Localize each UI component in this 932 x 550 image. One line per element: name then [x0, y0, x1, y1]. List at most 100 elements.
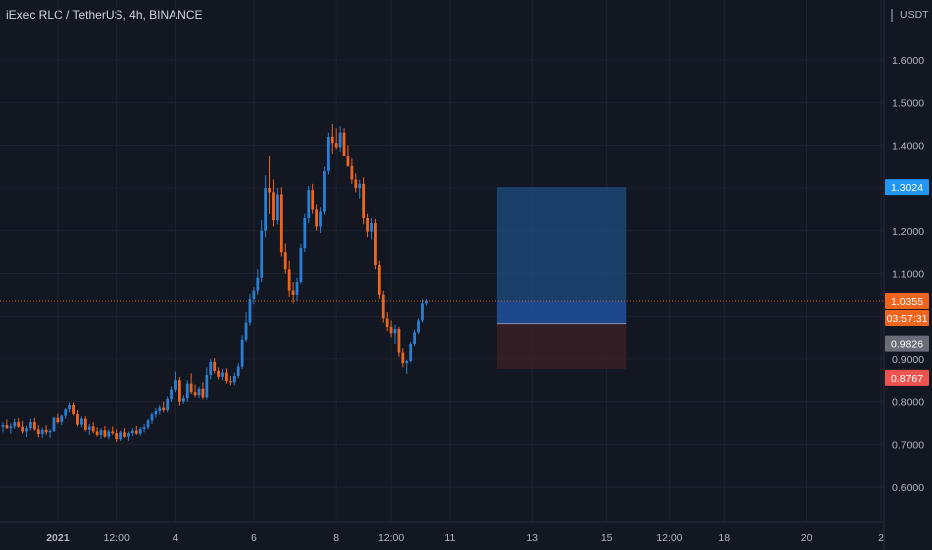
candle-bear [201, 388, 205, 398]
candle-bull [405, 361, 409, 364]
candle-bull [48, 431, 52, 433]
candle-bull [338, 132, 342, 148]
time-tick-label: 12:00 [656, 532, 682, 544]
time-tick-label: 12:00 [104, 532, 130, 544]
candle-bear [346, 156, 350, 166]
candle-bull [9, 426, 13, 429]
price-tag-entry: 0.9826 [885, 335, 929, 352]
chart-title: iExec RLC / TetherUS, 4h, BINANCE [6, 8, 203, 22]
candle-bull [166, 399, 170, 411]
candle-bear [389, 326, 393, 334]
candle-bear [272, 192, 275, 221]
candle-bull [260, 230, 264, 278]
candle-bear [213, 361, 217, 371]
candle-bull [326, 136, 330, 172]
candle-bull [60, 415, 64, 423]
candle-bear [21, 426, 24, 432]
candle-bear [228, 381, 232, 383]
candle-bull [295, 282, 299, 295]
candle-bull [146, 420, 150, 428]
candle-bull [240, 339, 244, 367]
time-tick-label: 13 [526, 532, 538, 544]
candle-bear [381, 294, 385, 319]
candle-bull [99, 430, 103, 435]
price-tag-label: 1.0355 [891, 296, 923, 308]
stop-zone[interactable] [496, 323, 627, 369]
candle-bull [307, 190, 311, 218]
candle-bear [83, 418, 87, 430]
candle-bear [134, 430, 138, 434]
candle-bull [170, 389, 173, 400]
candle-bull [25, 428, 28, 432]
candle-bear [354, 179, 358, 189]
time-tick-label: 2021 [46, 532, 70, 544]
price-tag-label: 0.9826 [891, 339, 923, 351]
candle-bull [205, 375, 209, 398]
candle-bull [158, 407, 162, 411]
candle-bear [315, 209, 318, 227]
candle-bear [374, 223, 377, 265]
candle-bear [193, 392, 197, 396]
candle-bull [421, 303, 424, 321]
candle-bear [178, 380, 181, 402]
price-tag-label: 0.8767 [891, 373, 923, 385]
candle-bull [174, 380, 177, 390]
candle-bull [323, 171, 326, 212]
candle-bull [424, 300, 428, 304]
price-tag-current: 1.0355 [885, 293, 929, 310]
candle-bull [52, 417, 56, 432]
candle-bull [413, 332, 416, 344]
candle-bull [130, 430, 134, 434]
candle-bull [232, 375, 236, 383]
candle-bull [185, 383, 189, 399]
candle-bear [385, 318, 389, 327]
candle-bear [72, 405, 75, 414]
price-tag-bg [885, 293, 929, 310]
candle-bull [150, 414, 154, 421]
candle-bear [91, 426, 95, 432]
open-pnl-zone [496, 301, 627, 324]
price-tag-stop: 0.8767 [885, 369, 929, 386]
candle-bear [311, 190, 315, 210]
candle-bull [29, 422, 32, 429]
candle-bear [162, 407, 166, 411]
price-tick-label: 0.7000 [892, 439, 924, 451]
candle-bull [1, 425, 5, 427]
price-tick-label: 1.1000 [892, 269, 924, 281]
candle-bull [393, 329, 397, 334]
candle-bear [283, 252, 287, 270]
long-position-tool[interactable] [496, 187, 627, 369]
candle-bear [189, 383, 193, 393]
price-tick-label: 0.8000 [892, 397, 924, 409]
candle-bull [127, 433, 130, 437]
candle-bear [36, 429, 40, 435]
candle-bear [115, 433, 119, 440]
currency-label: USDT [900, 9, 929, 21]
price-scale-bg [884, 0, 932, 550]
candle-bull [64, 409, 68, 416]
candle-bull [154, 410, 158, 415]
candle-bull [138, 428, 142, 434]
candle-bear [350, 165, 354, 180]
time-tick-label: 4 [173, 532, 179, 544]
time-tick-label: 2 [878, 532, 884, 544]
price-tick-label: 1.6000 [892, 55, 924, 67]
candle-bull [107, 431, 111, 437]
candle-bear [287, 269, 291, 291]
candle-bull [370, 223, 373, 232]
candle-bull [119, 432, 122, 440]
price-tag-label: 1.3024 [891, 182, 923, 194]
price-scale[interactable]: USDT1.60001.50001.40001.30001.20001.1000… [883, 0, 932, 550]
candle-bear [225, 372, 228, 382]
candle-bull [142, 427, 146, 429]
candle-bull [197, 388, 201, 396]
time-tick-label: 8 [333, 532, 339, 544]
time-tick-label: 18 [718, 532, 730, 544]
price-tag-bg [885, 369, 929, 386]
candle-bear [76, 413, 79, 425]
candle-bear [5, 425, 9, 429]
price-tag-bg [885, 310, 929, 327]
time-scale[interactable]: 2021 12:00 4 6 8 12:00 11 13 15 12:00 18 20 2 [0, 521, 884, 544]
candle-bear [44, 429, 48, 433]
